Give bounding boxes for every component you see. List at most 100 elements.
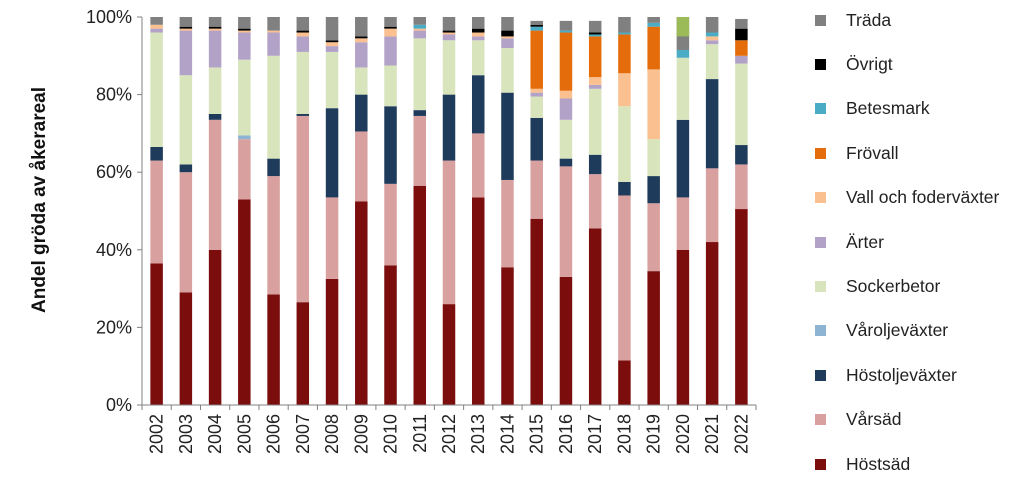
bar-segment-vall-och-fodervaxter-2006 [267,30,280,33]
bar-segment-varsad-2008 [325,197,339,279]
bar-segment-hostoljevaxter-2009 [355,94,368,132]
x-ticks-group: 2002 2003 2004 2005 2006 2007 2008 2009 2010 2011… [141,405,757,454]
bar-segment-arter-2006 [267,32,280,56]
y-tick-label: 20% [96,317,132,337]
bar-segment-hostoljevaxter-2003 [179,164,193,173]
bar-segment-hostsad-2020 [676,249,690,405]
legend-item-varoljevaxter: Våroljeväxter [815,319,948,343]
bar-segment-arter-2003 [179,30,193,76]
bar-segment-vall-och-fodervaxter-2013 [471,32,485,37]
bar-segment-arter-2022 [735,55,748,64]
bar-segment-trada-2016 [559,20,573,31]
bar-segment-varsad-2021 [705,168,719,243]
bar-segment-sockerbetor-2007 [296,51,310,114]
x-tick-label: 2018 [614,414,634,454]
bar-segment-trada-2007 [296,17,310,31]
bar-segment-sockerbetor-2003 [179,75,193,165]
bar-segment-varoljevaxter-2005 [238,135,251,140]
bar-segment-betesmark-2021 [705,32,719,37]
legend-label: Ärter [846,231,884,252]
bar-segment-hostoljevaxter-2018 [618,181,631,196]
bar-segment-varsad-2010 [384,183,397,266]
bar-segment-arter-2017 [588,84,602,89]
bar-segment-trada-2009 [355,17,368,37]
legend-item-ovrigt: Övrigt [815,52,893,76]
bar-segment-sockerbetor-2012 [442,40,456,95]
x-tick-label: 2022 [731,414,751,454]
bar-segment-varsad-2004 [208,119,222,250]
bar-segment-varsad-2002 [150,160,163,264]
bar-segment-hostoljevaxter-2021 [705,79,719,169]
legend-swatch [815,147,826,159]
bar-segment-hostoljevaxter-2010 [384,106,397,184]
bar-segment-sockerbetor-2020 [676,57,690,120]
bar-segment-ovrigt-2012 [442,30,456,33]
bar-segment-frovall-2016 [559,32,573,91]
bar-segment-hostsad-2021 [705,242,719,405]
legend-label: Frövall [846,142,899,163]
bar-segment-hostoljevaxter-2012 [442,94,456,161]
bar-segment-sockerbetor-2006 [267,55,280,159]
bar-segment-arter-2016 [559,98,573,120]
bar-segment-sockerbetor-2013 [471,40,485,76]
axes-group [141,17,756,406]
bar-segment-ovrigt-2009 [355,36,368,39]
bar-segment-vall-och-fodervaxter-2005 [238,30,251,33]
x-tick-label: 2013 [468,414,488,454]
bar-segment-ovrigt-2013 [471,28,485,33]
bar-segment-hostoljevaxter-2007 [296,114,310,116]
bar-segment-trada-2003 [179,17,193,27]
bar-segment-hostsad-2013 [471,197,485,405]
legend-item-betesmark: Betesmark [815,97,930,121]
bar-segment-vall-och-fodervaxter-2011 [413,28,427,31]
bar-segment-vall-och-fodervaxter-2017 [588,77,602,85]
bar-segment-vall-och-fodervaxter-2021 [705,36,719,41]
legend-swatch [815,325,826,337]
bar-segment-betesmark-2018 [618,32,631,35]
bar-segment-hostsad-2019 [647,271,660,405]
bar-segment-vall-och-fodervaxter-2019 [647,69,660,140]
bar-segment-hostsad-2016 [559,276,573,405]
bar-segment-trada-2002 [150,17,163,25]
bar-segment-varsad-2015 [530,160,543,219]
bar-segment-ovrigt-2003 [179,26,193,29]
bar-segment-hostoljevaxter-2011 [413,110,427,116]
x-tick-label: 2020 [673,414,693,454]
bar-segment-trada-2014 [501,17,514,31]
bar-segment-betesmark-2011 [413,24,427,29]
bar-segment-hostoljevaxter-2008 [325,108,339,198]
bar-segment-frovall-2015 [530,30,543,89]
bar-segment-sockerbetor-2017 [588,88,602,155]
bar-segment-sockerbetor-2005 [238,59,251,136]
bar-segment-hostsad-2007 [296,302,310,405]
legend-label: Våroljeväxter [846,320,949,341]
bar-segment-frovall-2019 [647,26,660,70]
y-axis-title-group: Andel gröda av åkerareal [29,87,50,313]
bar-segment-trada-2022 [735,18,748,29]
bar-segment-arter-2005 [238,32,251,60]
bar-segment-vall-och-fodervaxter-2003 [179,28,193,31]
bar-segment-hostoljevaxter-2019 [647,176,660,204]
x-tick-label: 2008 [322,414,342,454]
legend-label: Övrigt [846,53,893,74]
y-axis-title: Andel gröda av åkerareal [29,87,50,313]
bar-segment-hostoljevaxter-2013 [471,75,485,134]
legend-label: Betesmark [846,98,930,119]
bar-segment-extra-2020 [676,17,690,37]
bar-segment-sockerbetor-2002 [150,32,163,147]
legend-swatch [815,58,826,70]
bar-segment-hostoljevaxter-2022 [735,145,748,165]
bar-segment-vall-och-fodervaxter-2018 [618,73,631,107]
legend-swatch [815,192,826,204]
bar-segment-hostoljevaxter-2020 [676,119,690,198]
bar-segment-arter-2009 [355,42,368,68]
x-tick-label: 2004 [205,414,225,454]
legend-label: Sockerbetor [846,275,941,296]
legend-label: Vall och foderväxter [846,187,1000,208]
bar-segment-arter-2012 [442,34,456,41]
bar-segment-hostsad-2006 [267,294,280,405]
bar-segment-varsad-2017 [588,174,602,229]
bar-segment-hostoljevaxter-2014 [501,92,514,180]
bar-segment-hostoljevaxter-2002 [150,146,163,161]
